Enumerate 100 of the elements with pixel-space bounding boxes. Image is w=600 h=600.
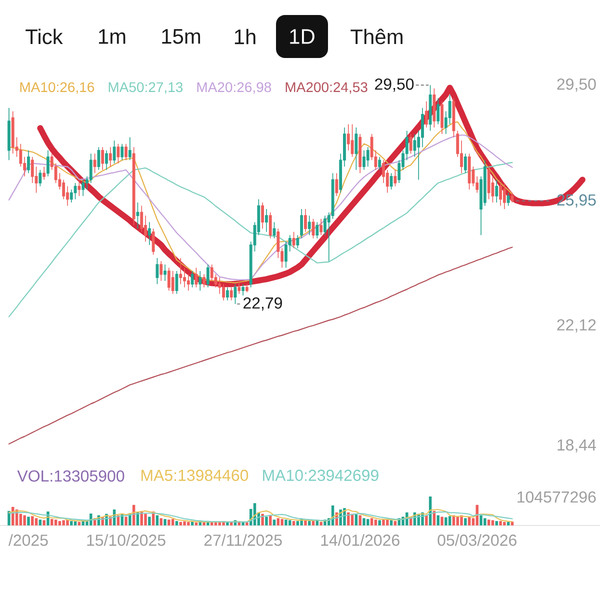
candlestick xyxy=(171,270,174,294)
bar xyxy=(503,522,506,526)
candlestick xyxy=(226,286,229,301)
candlestick xyxy=(108,146,112,168)
bar xyxy=(38,520,42,526)
bar xyxy=(308,521,311,526)
candlestick xyxy=(164,264,166,282)
bar xyxy=(444,517,448,526)
bar xyxy=(160,518,162,526)
candlestick xyxy=(304,208,307,232)
bar xyxy=(480,515,482,526)
bar xyxy=(50,519,54,526)
annotation: 29,50 xyxy=(375,78,414,92)
bar xyxy=(144,514,147,526)
candlestick xyxy=(105,150,108,170)
bar xyxy=(272,520,276,526)
series-label: MA5:13984460 xyxy=(142,470,248,481)
candlestick xyxy=(42,166,46,180)
bar xyxy=(487,520,490,526)
annotation: 104577296 xyxy=(518,491,596,503)
bar xyxy=(168,520,170,526)
bar xyxy=(354,514,358,526)
bar xyxy=(436,515,440,526)
bar xyxy=(288,520,292,526)
text: Tick xyxy=(26,28,63,44)
bar xyxy=(440,516,444,526)
candlestick xyxy=(120,143,124,161)
candlestick xyxy=(27,150,30,174)
candlestick xyxy=(97,146,100,170)
candlestick xyxy=(506,192,510,206)
bar xyxy=(362,518,366,526)
bar xyxy=(495,521,498,526)
bar xyxy=(74,521,77,526)
candlestick xyxy=(82,179,85,196)
x-tick-label: 05/03/2026 xyxy=(438,534,516,546)
candlestick xyxy=(38,170,42,187)
bar xyxy=(374,520,378,526)
y-tick-label: 22,12 xyxy=(557,319,596,332)
candlestick xyxy=(152,228,155,256)
bar xyxy=(171,519,174,526)
candlestick xyxy=(238,280,241,294)
bar xyxy=(358,515,362,526)
candlestick xyxy=(502,182,506,210)
bar xyxy=(238,522,241,526)
text: 1h xyxy=(234,28,256,44)
bar xyxy=(312,521,315,526)
candlestick xyxy=(190,270,194,288)
bar xyxy=(246,522,248,526)
candlestick xyxy=(436,98,440,125)
candlestick xyxy=(198,270,202,292)
candlestick xyxy=(335,172,338,196)
candlestick xyxy=(160,260,163,282)
candlestick xyxy=(93,153,96,174)
bar xyxy=(484,518,486,526)
bar xyxy=(124,516,128,526)
candlestick xyxy=(268,212,272,239)
text: MA50:27,13 xyxy=(108,82,183,94)
text: Thêm xyxy=(350,28,402,44)
x-tick-label: 15/10/2025 xyxy=(87,534,166,546)
candlestick xyxy=(487,166,490,200)
bar xyxy=(390,520,393,526)
candlestick xyxy=(308,215,311,236)
candlestick xyxy=(202,274,206,288)
x-tick-label: /2025 xyxy=(8,534,48,546)
candlestick xyxy=(46,150,50,177)
bar xyxy=(366,519,370,526)
bar xyxy=(179,522,182,526)
candlestick xyxy=(495,179,498,203)
candlestick xyxy=(354,127,358,170)
candlestick xyxy=(206,264,210,288)
text: MA10:23942699 xyxy=(263,470,378,481)
candlestick xyxy=(316,222,319,239)
text: MA20:26,98 xyxy=(197,82,272,94)
bar xyxy=(265,516,268,526)
text: MA10:26,16 xyxy=(20,82,94,94)
bar xyxy=(62,520,65,526)
bar xyxy=(214,522,218,526)
bar xyxy=(425,515,428,526)
text: 1m xyxy=(99,29,126,44)
bar xyxy=(292,521,296,526)
candlestick xyxy=(424,101,428,128)
bar xyxy=(491,520,494,526)
bar xyxy=(226,522,229,526)
bar xyxy=(194,522,198,526)
bar xyxy=(394,521,397,526)
candlestick xyxy=(409,134,412,154)
bar xyxy=(296,521,300,526)
candlestick xyxy=(230,286,233,301)
bar xyxy=(284,520,288,526)
bar xyxy=(506,522,510,526)
bar xyxy=(378,520,381,526)
candlestick xyxy=(242,284,244,296)
bar xyxy=(27,516,30,526)
bar xyxy=(156,515,159,526)
candlestick xyxy=(440,101,444,134)
candlestick xyxy=(167,267,170,292)
candlestick xyxy=(124,143,128,161)
candlestick xyxy=(261,202,264,230)
bar xyxy=(464,518,467,526)
candlestick xyxy=(378,156,382,170)
